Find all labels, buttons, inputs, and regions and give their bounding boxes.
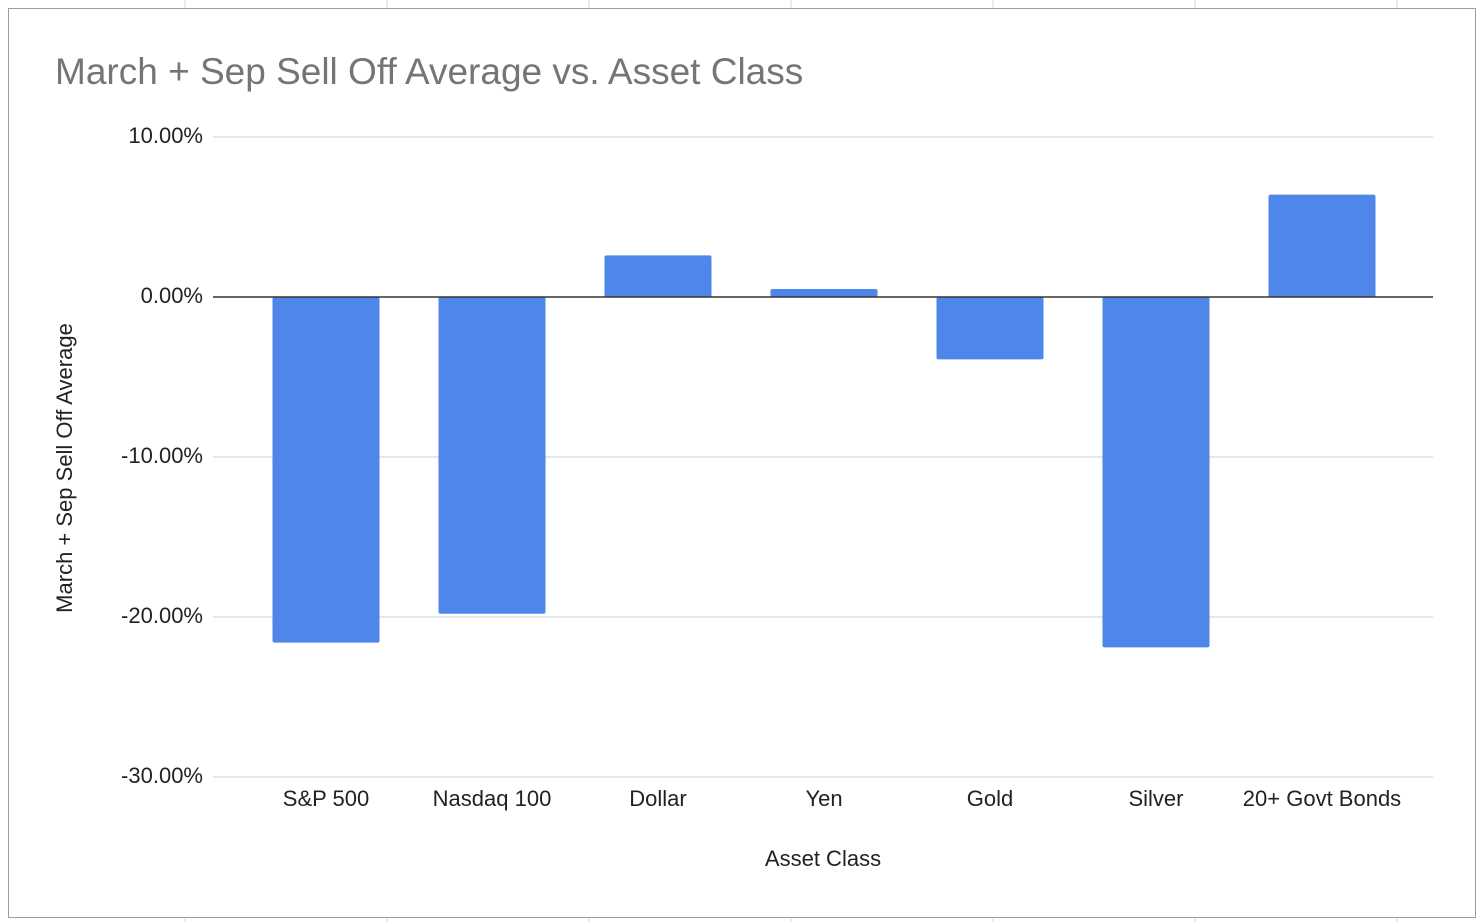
x-tick-label: Yen [805,786,842,811]
x-axis-title: Asset Class [765,846,881,871]
x-tick-label: Dollar [629,786,686,811]
x-tick-label: 20+ Govt Bonds [1243,786,1401,811]
bar [1102,297,1210,648]
y-tick-label: 10.00% [128,123,203,148]
x-tick-label: Gold [967,786,1013,811]
y-axis-title: March + Sep Sell Off Average [52,323,77,613]
y-tick-label: -10.00% [121,443,203,468]
bar [438,297,546,614]
sheet-background [184,0,1398,922]
bar [936,297,1044,360]
x-tick-label: Nasdaq 100 [433,786,552,811]
bar [604,255,712,297]
y-tick-label: -30.00% [121,763,203,788]
chart-title: March + Sep Sell Off Average vs. Asset C… [55,51,803,92]
x-tick-label: Silver [1128,786,1183,811]
bar [272,297,380,643]
chart-frame [8,8,1476,918]
x-tick-label: S&P 500 [283,786,369,811]
y-tick-label: -20.00% [121,603,203,628]
y-tick-label: 0.00% [141,283,203,308]
bar [1268,194,1376,297]
bar [770,289,878,297]
